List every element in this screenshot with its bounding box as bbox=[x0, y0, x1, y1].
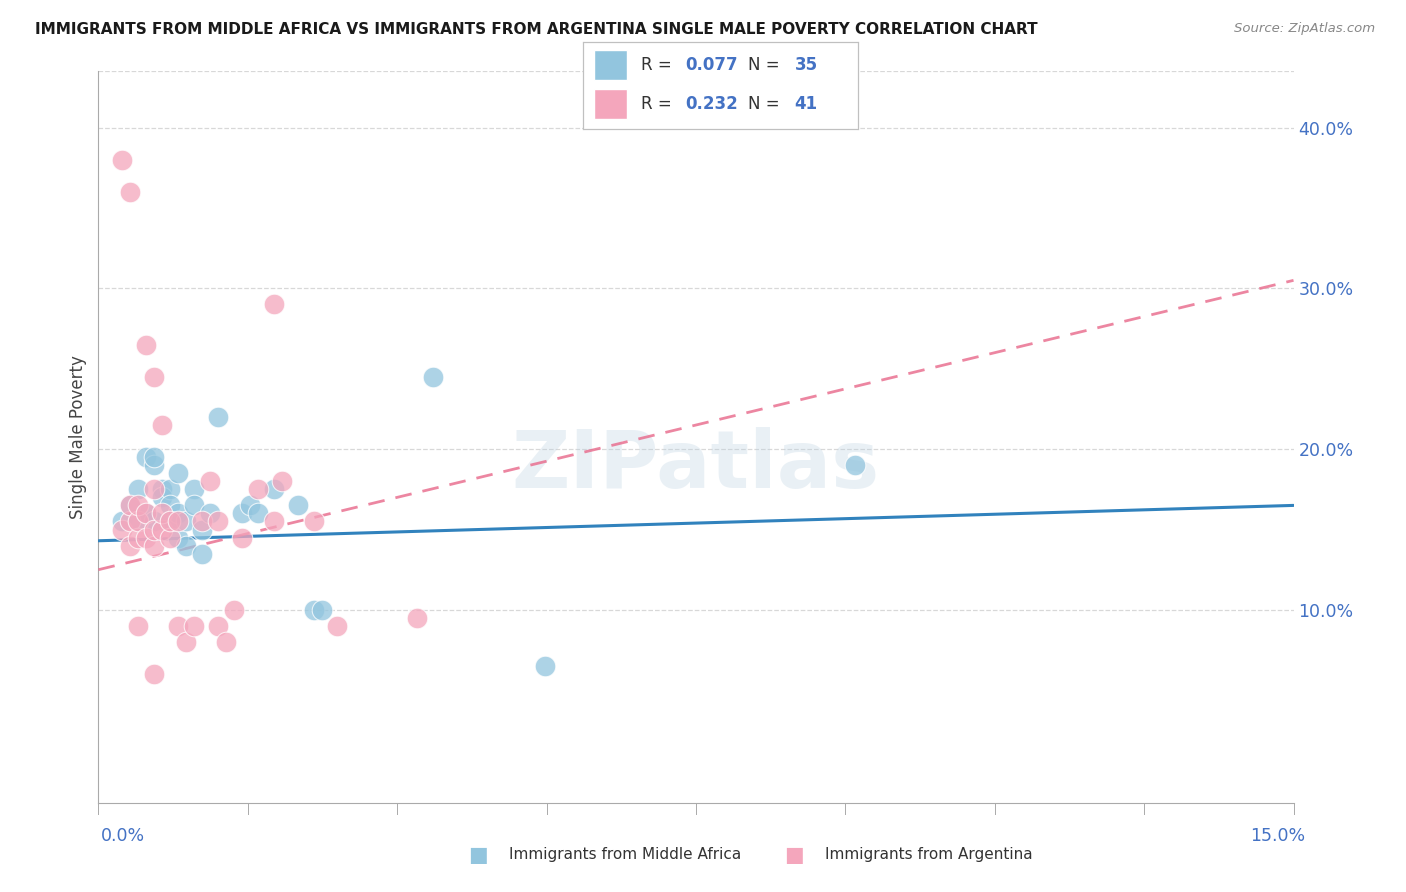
Point bbox=[135, 531, 157, 545]
Point bbox=[263, 515, 285, 529]
Text: 0.077: 0.077 bbox=[685, 55, 738, 74]
Point bbox=[207, 619, 229, 633]
Point bbox=[246, 483, 269, 497]
Point bbox=[159, 515, 181, 529]
Text: N =: N = bbox=[748, 95, 785, 113]
Point bbox=[191, 547, 214, 561]
Text: 35: 35 bbox=[794, 55, 818, 74]
Point bbox=[150, 417, 173, 432]
Point bbox=[127, 515, 149, 529]
Point bbox=[174, 539, 197, 553]
Text: ■: ■ bbox=[468, 845, 488, 864]
Y-axis label: Single Male Poverty: Single Male Poverty bbox=[69, 355, 87, 519]
Point bbox=[167, 619, 190, 633]
Point bbox=[135, 507, 157, 521]
Point bbox=[143, 523, 166, 537]
Point bbox=[263, 297, 285, 311]
Text: R =: R = bbox=[641, 95, 678, 113]
Text: 0.232: 0.232 bbox=[685, 95, 738, 113]
Point bbox=[143, 483, 166, 497]
Point bbox=[191, 515, 214, 529]
Point bbox=[127, 619, 149, 633]
Point bbox=[311, 603, 333, 617]
Point bbox=[191, 523, 214, 537]
Point bbox=[143, 450, 166, 465]
Point bbox=[159, 531, 181, 545]
Point bbox=[198, 507, 221, 521]
Point bbox=[159, 483, 181, 497]
Point bbox=[270, 475, 292, 489]
Text: ZIPatlas: ZIPatlas bbox=[512, 427, 880, 506]
Point bbox=[167, 531, 190, 545]
Text: ■: ■ bbox=[785, 845, 804, 864]
Point bbox=[167, 467, 190, 481]
Point bbox=[150, 491, 173, 505]
Point bbox=[263, 483, 285, 497]
Point bbox=[183, 619, 205, 633]
Bar bbox=[595, 50, 627, 79]
Point bbox=[167, 507, 190, 521]
Point bbox=[143, 515, 166, 529]
Point bbox=[231, 507, 253, 521]
Text: R =: R = bbox=[641, 55, 678, 74]
Point bbox=[127, 515, 149, 529]
Point bbox=[183, 483, 205, 497]
Point bbox=[207, 515, 229, 529]
Bar bbox=[595, 89, 627, 119]
Point bbox=[159, 499, 181, 513]
Text: Immigrants from Argentina: Immigrants from Argentina bbox=[825, 847, 1033, 862]
Point bbox=[143, 539, 166, 553]
Point bbox=[287, 499, 309, 513]
Text: N =: N = bbox=[748, 55, 785, 74]
Point bbox=[120, 499, 142, 513]
Point bbox=[222, 603, 245, 617]
Text: IMMIGRANTS FROM MIDDLE AFRICA VS IMMIGRANTS FROM ARGENTINA SINGLE MALE POVERTY C: IMMIGRANTS FROM MIDDLE AFRICA VS IMMIGRA… bbox=[35, 22, 1038, 37]
Text: Immigrants from Middle Africa: Immigrants from Middle Africa bbox=[509, 847, 741, 862]
Point bbox=[215, 635, 238, 649]
Point bbox=[120, 185, 142, 199]
Text: 0.0%: 0.0% bbox=[101, 827, 145, 845]
Point bbox=[111, 523, 134, 537]
Point bbox=[111, 515, 134, 529]
Point bbox=[231, 531, 253, 545]
Point bbox=[406, 611, 429, 625]
Point bbox=[143, 369, 166, 384]
Point bbox=[111, 153, 134, 167]
Point bbox=[127, 531, 149, 545]
Point bbox=[844, 458, 866, 473]
Point bbox=[150, 523, 173, 537]
Point bbox=[127, 499, 149, 513]
Point bbox=[198, 475, 221, 489]
Point bbox=[150, 483, 173, 497]
Point bbox=[120, 499, 142, 513]
Point bbox=[422, 369, 444, 384]
Point bbox=[143, 667, 166, 681]
Point bbox=[143, 458, 166, 473]
Point bbox=[302, 515, 325, 529]
Point bbox=[326, 619, 349, 633]
Point bbox=[533, 659, 555, 673]
Point bbox=[120, 539, 142, 553]
Point bbox=[150, 507, 173, 521]
Point bbox=[302, 603, 325, 617]
Point bbox=[120, 515, 142, 529]
Point bbox=[127, 483, 149, 497]
Point bbox=[135, 507, 157, 521]
Point bbox=[183, 499, 205, 513]
Text: 15.0%: 15.0% bbox=[1250, 827, 1305, 845]
Point bbox=[174, 635, 197, 649]
Point bbox=[174, 515, 197, 529]
Point bbox=[207, 409, 229, 424]
Text: 41: 41 bbox=[794, 95, 818, 113]
Point bbox=[135, 450, 157, 465]
Point bbox=[167, 515, 190, 529]
Point bbox=[135, 337, 157, 351]
Point bbox=[159, 515, 181, 529]
Point bbox=[246, 507, 269, 521]
Text: Source: ZipAtlas.com: Source: ZipAtlas.com bbox=[1234, 22, 1375, 36]
Point bbox=[239, 499, 262, 513]
